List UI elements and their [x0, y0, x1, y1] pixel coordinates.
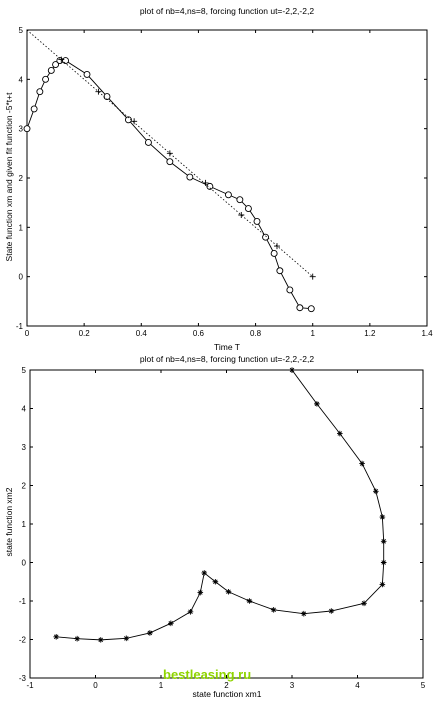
chart-2-series-0-point — [187, 608, 194, 615]
chart-1-xtick-label: 1.2 — [364, 329, 376, 338]
chart-1-series-1-point — [238, 212, 245, 218]
chart-2-ytick-label: -2 — [19, 636, 27, 645]
chart-1-ylabel: State function xm and given fit function… — [4, 92, 14, 262]
chart-2-series-0-point — [97, 637, 104, 643]
chart-2-series-0-point — [270, 607, 277, 613]
chart-1-series-0-point — [276, 267, 284, 275]
chart-1-series-0-point — [144, 139, 152, 146]
chart-2-series-0-point — [328, 608, 335, 614]
chart-2-series-0-point — [373, 488, 379, 495]
chart-1-ytick-label: 1 — [19, 223, 24, 232]
chart-2-series-0-point — [246, 598, 253, 604]
chart-1-series-0-point — [47, 67, 55, 74]
chart-2-ytick-label: 1 — [22, 520, 27, 529]
chart-1-series-0-point — [186, 173, 194, 181]
chart-2-marks: -1 0 1 2 3 4 5 -3 -2 -1 0 1 2 3 4 5 — [19, 366, 426, 690]
chart-2-ytick-label: -1 — [19, 597, 27, 606]
chart-2-ytick-label: 5 — [22, 366, 27, 375]
chart-2-xtick-label: 4 — [355, 681, 360, 690]
chart-2-ylabel: state function xm2 — [4, 487, 14, 556]
chart-2-xtick-label: 0 — [93, 681, 98, 690]
chart-2-series-0-point — [123, 635, 130, 642]
chart-1-ytick-label: 0 — [19, 273, 24, 282]
chart-2-series-0-point — [201, 570, 208, 576]
chart-1-series-1-point — [166, 150, 173, 157]
chart-2-title: plot of nb=4,ns=8, forcing function ut=-… — [140, 354, 314, 364]
chart-2-series-0-point — [380, 559, 387, 566]
chart-2-ytick-label: 4 — [22, 405, 27, 414]
chart-2-xlabel: state function xm1 — [193, 689, 262, 699]
chart-1-title: plot of nb=4,ns=8, forcing function ut=-… — [140, 6, 314, 16]
chart-2-xtick-label: -1 — [26, 681, 34, 690]
chart-1-ytick-label: 5 — [19, 26, 24, 35]
chart-2-series-0-line — [56, 369, 385, 641]
chart-2-ytick-label: -3 — [19, 674, 27, 683]
chart-1-series-1-point — [58, 56, 65, 63]
chart-2-series-0-point — [197, 589, 204, 596]
chart-1-xtick-label: 0 — [25, 329, 30, 338]
chart-1-series-1-point — [95, 88, 102, 95]
chart-1-xtick-label: 0.6 — [193, 329, 205, 338]
chart-2-series-0-point — [289, 367, 295, 373]
chart-1-series-0-point — [270, 250, 278, 257]
chart-2-ytick-label: 0 — [22, 559, 27, 568]
chart-1-series-0-point — [62, 57, 70, 65]
chart-1-series-0-line — [26, 60, 312, 310]
chart-2-series-0-point — [379, 514, 386, 520]
chart-1-series-0-point — [262, 233, 270, 241]
chart-1-series-0-point — [52, 61, 60, 68]
watermark-text: bestleasing.ru — [163, 667, 251, 682]
chart-2-series-0-point — [380, 538, 387, 545]
chart-1-ytick-label: 4 — [19, 75, 24, 84]
chart-2-ytick-label: 3 — [22, 443, 27, 452]
chart-1-series-1-point — [131, 118, 138, 125]
chart-1-series-0-point — [23, 125, 31, 133]
chart-1-xtick-label: 0.2 — [79, 329, 91, 338]
chart-1-series-0-point — [42, 75, 50, 83]
chart-1-series-1-point — [202, 179, 209, 186]
chart-2-plot-frame — [29, 369, 424, 679]
chart-2-xtick-label: 5 — [421, 681, 426, 690]
chart-1-ytick-label: 2 — [19, 174, 24, 183]
chart-1-series-0-point — [206, 182, 214, 190]
chart-1-series-0-point — [166, 158, 174, 166]
chart-2-series-0-point — [300, 610, 307, 617]
chart-2-series-0-point — [168, 620, 174, 627]
chart-1-series-0-point — [286, 286, 294, 294]
chart-1-xlabel: Time T — [214, 342, 240, 352]
chart-2-series-0-point — [74, 635, 80, 642]
chart-2-series-0-point — [314, 401, 320, 407]
chart-1-series-0-point — [244, 205, 252, 213]
chart-1-xtick-label: 0.8 — [250, 329, 262, 338]
chart-1-series-1-point — [309, 273, 316, 280]
chart-1-series-0-point — [30, 105, 38, 113]
chart-1-ytick-label: -1 — [16, 322, 24, 331]
chart-2-series-0-point — [379, 581, 386, 588]
chart-1-series-0-point — [296, 304, 304, 312]
chart-2-ytick-label: 2 — [22, 482, 27, 491]
chart-1-xtick-label: 0.4 — [136, 329, 148, 338]
chart-1-series-0-point — [253, 217, 261, 225]
chart-1-xtick-label: 1.4 — [421, 329, 433, 338]
chart-2-series-0-point — [225, 588, 232, 595]
chart-1-xtick-label: 1 — [310, 329, 315, 338]
chart-1-ytick-label: 3 — [19, 125, 24, 134]
chart-1-series-0-point — [83, 70, 91, 78]
chart-2-series-0-point — [361, 600, 367, 607]
chart-2-xtick-label: 2 — [224, 681, 229, 690]
chart-2-series-0-point — [53, 634, 59, 640]
chart-2-series-0-point — [212, 578, 219, 585]
chart-2-series-0-point — [337, 430, 343, 437]
chart-2-xtick-label: 3 — [290, 681, 295, 690]
chart-2-series-0-point — [147, 630, 153, 636]
chart-1-series-0-point — [36, 88, 44, 96]
chart-2-series-0-point — [359, 460, 365, 467]
chart-1-series-0-point — [307, 305, 315, 313]
chart-1-series-0-point — [236, 196, 244, 204]
chart-1-series-0-point — [224, 191, 232, 199]
chart-2-xtick-label: 1 — [159, 681, 164, 690]
